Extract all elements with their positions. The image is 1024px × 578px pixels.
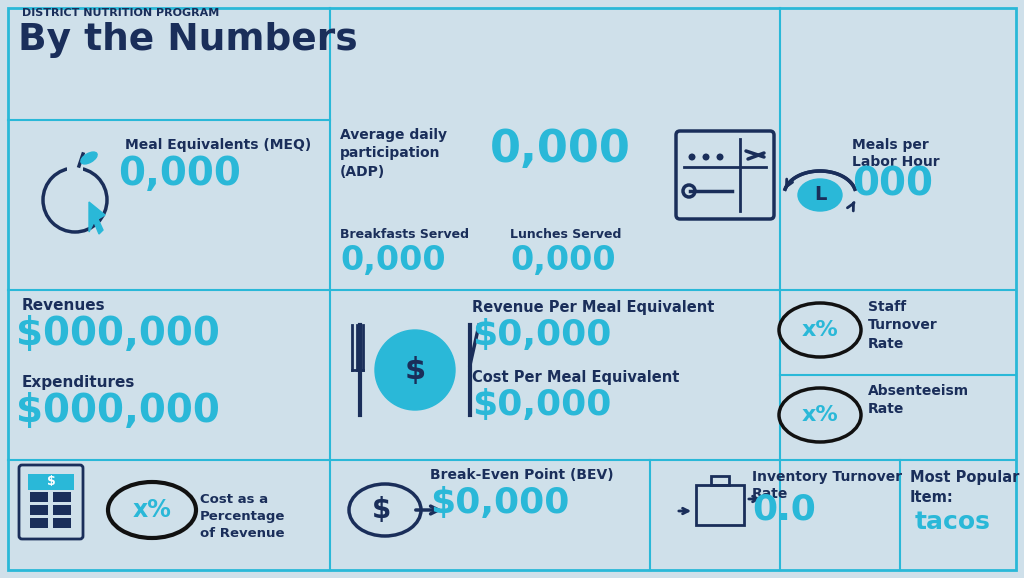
Text: tacos: tacos [915,510,991,534]
FancyBboxPatch shape [8,8,1016,570]
Circle shape [702,154,710,161]
Bar [696,485,744,525]
Bar [30,492,48,502]
Circle shape [717,154,724,161]
Text: Expenditures: Expenditures [22,375,135,390]
Text: Breakfasts Served: Breakfasts Served [340,228,469,241]
Ellipse shape [798,179,842,211]
Text: $000,000: $000,000 [16,315,220,353]
Text: $: $ [372,496,390,524]
Ellipse shape [108,482,196,538]
Text: Average daily
participation
(ADP): Average daily participation (ADP) [340,128,447,179]
Bar [53,518,71,528]
Text: DISTRICT NUTRITION PROGRAM: DISTRICT NUTRITION PROGRAM [22,8,219,18]
Text: Revenue Per Meal Equivalent: Revenue Per Meal Equivalent [472,300,715,315]
Text: 000: 000 [852,165,933,203]
Text: x%: x% [132,498,171,522]
Text: $000,000: $000,000 [16,392,220,430]
Text: Absenteeism
Rate: Absenteeism Rate [868,384,969,416]
Text: 0,000: 0,000 [118,155,241,193]
Text: Inventory Turnover
Rate: Inventory Turnover Rate [752,470,902,501]
Text: Meal Equivalents (MEQ): Meal Equivalents (MEQ) [125,138,311,152]
Text: Most Popular
Item:: Most Popular Item: [910,470,1019,505]
Text: Cost Per Meal Equivalent: Cost Per Meal Equivalent [472,370,679,385]
Ellipse shape [81,152,97,164]
Text: 0,000: 0,000 [340,244,445,277]
Ellipse shape [779,388,861,442]
Text: Staff
Turnover
Rate: Staff Turnover Rate [868,300,938,351]
Text: $0,000: $0,000 [472,388,611,422]
Text: x%: x% [802,405,839,425]
Text: Break-Even Point (BEV): Break-Even Point (BEV) [430,468,613,482]
Text: $: $ [404,355,426,384]
Polygon shape [89,202,105,234]
Bar [30,505,48,515]
Text: x%: x% [802,320,839,340]
Bar [711,476,729,485]
Text: Lunches Served: Lunches Served [510,228,622,241]
Text: Revenues: Revenues [22,298,105,313]
Text: $0,000: $0,000 [472,318,611,352]
Circle shape [688,154,695,161]
Bar [67,162,83,174]
Bar [30,518,48,528]
Text: 0,000: 0,000 [510,244,615,277]
Text: $: $ [47,476,55,488]
Text: Cost as a
Percentage
of Revenue: Cost as a Percentage of Revenue [200,493,286,540]
Text: $0,000: $0,000 [430,486,569,520]
Bar [53,492,71,502]
Ellipse shape [779,303,861,357]
Bar [53,505,71,515]
Text: 0,000: 0,000 [490,128,631,171]
Circle shape [375,330,455,410]
Text: Meals per
Labor Hour: Meals per Labor Hour [852,138,940,169]
Bar [28,474,74,490]
Text: L: L [814,186,826,205]
Text: 0.0: 0.0 [752,492,816,526]
Text: By the Numbers: By the Numbers [18,22,357,58]
